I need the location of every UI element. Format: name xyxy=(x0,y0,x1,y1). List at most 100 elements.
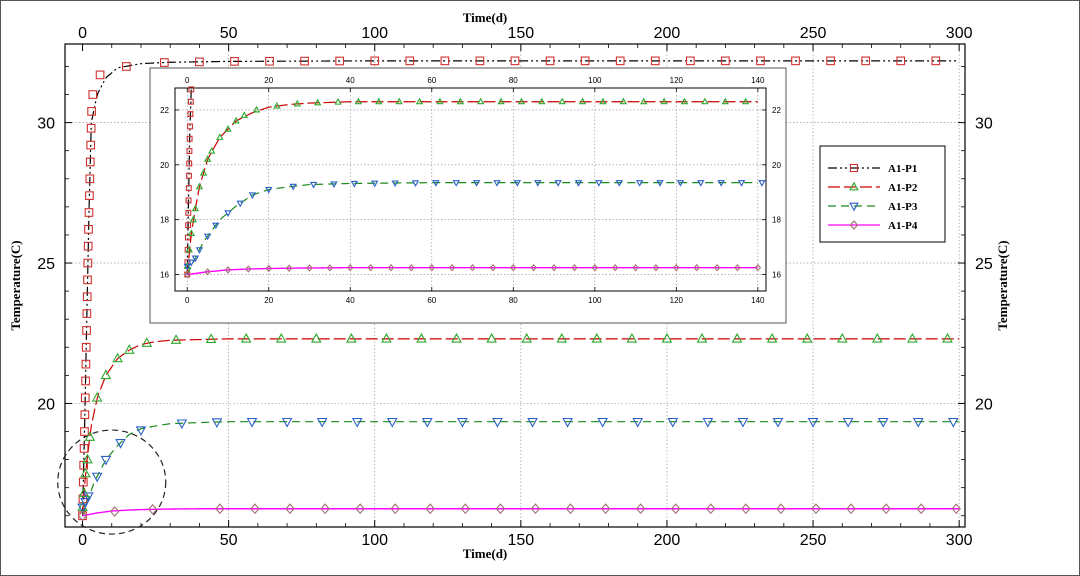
series-a1-p1-marker xyxy=(861,56,870,66)
series-a1-p1-marker xyxy=(85,157,95,167)
inset-series-a1-p2-marker xyxy=(415,97,424,105)
inset-series-a1-p2-marker xyxy=(701,97,709,105)
series-a1-p4-marker xyxy=(776,503,786,515)
inset-series-a1-p3-marker xyxy=(371,180,379,188)
series-a1-p1-marker xyxy=(81,359,91,369)
inset-series-a1-p2-marker xyxy=(538,97,546,105)
legend-marker-a1-p4 xyxy=(849,220,859,230)
y-tick-label-right: 25 xyxy=(975,256,993,273)
inset-series-a1-p1-marker xyxy=(186,135,193,142)
inset-series-a1-p2-marker xyxy=(224,125,232,132)
series-a1-p2-marker xyxy=(907,332,918,343)
series-a1-p1-marker xyxy=(615,56,625,66)
inset-series-a1-p3-marker xyxy=(391,180,399,188)
inset-series-a1-p3-marker xyxy=(309,181,318,189)
inset-series-a1-p4-marker xyxy=(652,263,660,272)
inset-series-a1-p4-line xyxy=(187,266,758,276)
inset-series-a1-p3-marker xyxy=(224,210,232,217)
series-a1-p2-marker xyxy=(80,467,91,478)
inset-x-tick-label-top: 80 xyxy=(509,76,518,85)
inset-x-tick-label-top: 0 xyxy=(185,76,190,85)
series-a1-p3-marker xyxy=(457,417,468,428)
series-a1-p4-marker xyxy=(425,503,435,515)
inset-series-a1-p1-marker xyxy=(185,197,192,204)
series-a1-p2-marker xyxy=(661,332,673,343)
series-a1-p2-marker xyxy=(112,352,123,363)
inset-series-a1-p1-marker xyxy=(187,111,194,118)
inset-series-a1-p4-marker xyxy=(550,263,558,272)
series-a1-p2-marker xyxy=(942,332,953,343)
series-a1-p1-marker xyxy=(896,56,906,66)
series-a1-p1-marker xyxy=(88,90,98,99)
inset-series-a1-p2-marker xyxy=(599,97,607,105)
inset-series-a1-p1-line xyxy=(186,87,192,275)
series-a1-p2-marker xyxy=(626,332,638,343)
series-a1-p3-marker xyxy=(80,497,91,508)
inset-series-a1-p4-marker xyxy=(611,263,619,272)
series-a1-p1-marker xyxy=(931,56,941,66)
series-a1-p4-marker xyxy=(250,503,260,515)
inset-series-a1-p3-marker xyxy=(411,180,420,187)
legend-marker-a1-p3 xyxy=(849,202,859,212)
x-axis-title-top: Time(d) xyxy=(463,10,508,25)
inset-plot: 0 0 20 20 40 40 60 60 80 80 100 100 120 120 140 140 16 16… xyxy=(149,67,787,324)
series-a1-p2-marker xyxy=(591,332,603,343)
series-a1-p3-marker xyxy=(77,503,88,514)
inset-series-a1-p2-marker xyxy=(199,168,208,176)
x-tick-label-top: 200 xyxy=(654,25,681,42)
legend-marker-a1-p2 xyxy=(849,181,859,191)
inset-series-a1-p4-marker xyxy=(347,263,354,272)
series-a1-p3-marker xyxy=(807,417,819,428)
series-a1-p3-marker xyxy=(211,418,223,428)
series-a1-p1-marker xyxy=(405,56,415,66)
series-a1-p2-marker xyxy=(556,332,568,343)
inset-series-a1-p2-marker xyxy=(216,133,224,140)
inset-x-tick-label-bottom: 60 xyxy=(427,296,436,305)
series-a1-p2-marker xyxy=(451,332,462,343)
series-a1-p1-marker xyxy=(80,427,89,436)
x-tick-label-top: 250 xyxy=(800,25,827,42)
series-a1-p1-marker xyxy=(475,56,485,66)
x-tick-label-top: 50 xyxy=(220,25,238,42)
series-a1-p1-marker xyxy=(721,56,730,66)
series-a1-p1-marker xyxy=(685,56,695,66)
series-a1-p1-marker xyxy=(83,258,93,268)
inset-series-a1-p2-marker xyxy=(619,97,628,105)
legend-label-a1-p2: A1-P2 xyxy=(888,182,918,194)
series-a1-p1-marker xyxy=(510,56,520,66)
series-a1-p3-marker xyxy=(737,417,749,428)
series-a1-p3-marker xyxy=(135,426,147,437)
inset-series-a1-p4-marker xyxy=(591,263,599,272)
x-axis-title-bottom: Time(d) xyxy=(463,546,508,561)
series-a1-p3-marker xyxy=(246,417,258,428)
series-a1-p4-marker xyxy=(109,506,120,517)
inset-series-a1-p1-marker xyxy=(184,234,191,241)
inset-series-a1-p3-marker xyxy=(452,180,460,187)
series-a1-p1-marker xyxy=(230,57,239,66)
inset-series-a1-p2-marker xyxy=(375,97,383,105)
inset-series-a1-p4-marker xyxy=(489,263,497,272)
series-a1-p3-marker xyxy=(115,439,126,449)
series-a1-p3-marker xyxy=(422,417,433,428)
series-a1-p1-marker xyxy=(86,123,96,133)
inset-y-tick-label-right: 16 xyxy=(772,271,781,280)
inset-series-a1-p2-marker xyxy=(191,204,200,212)
inset-x-tick-label-top: 120 xyxy=(670,76,684,85)
series-a1-p1-marker xyxy=(160,58,169,67)
series-a1-p3-marker xyxy=(912,417,924,428)
y-tick-label-left: 20 xyxy=(37,396,55,413)
series-a1-p3-marker xyxy=(83,492,94,503)
inset-series-a1-p1-marker xyxy=(185,185,192,192)
inset-x-tick-label-bottom: 20 xyxy=(264,296,273,305)
inset-y-tick-label-right: 18 xyxy=(772,216,781,225)
inset-series-a1-p1-marker xyxy=(187,123,193,130)
series-a1-p3-marker xyxy=(100,455,112,466)
series-a1-p2-marker xyxy=(521,332,533,343)
series-a1-p1-marker xyxy=(84,208,94,217)
series-a1-p1-marker xyxy=(83,275,92,285)
series-a1-p1-marker xyxy=(85,191,94,200)
inset-series-a1-p4-marker xyxy=(673,263,680,272)
inset-x-tick-label-bottom: 100 xyxy=(588,296,602,305)
series-a1-p3-marker xyxy=(351,417,363,428)
x-tick-label-top: 100 xyxy=(361,25,388,42)
